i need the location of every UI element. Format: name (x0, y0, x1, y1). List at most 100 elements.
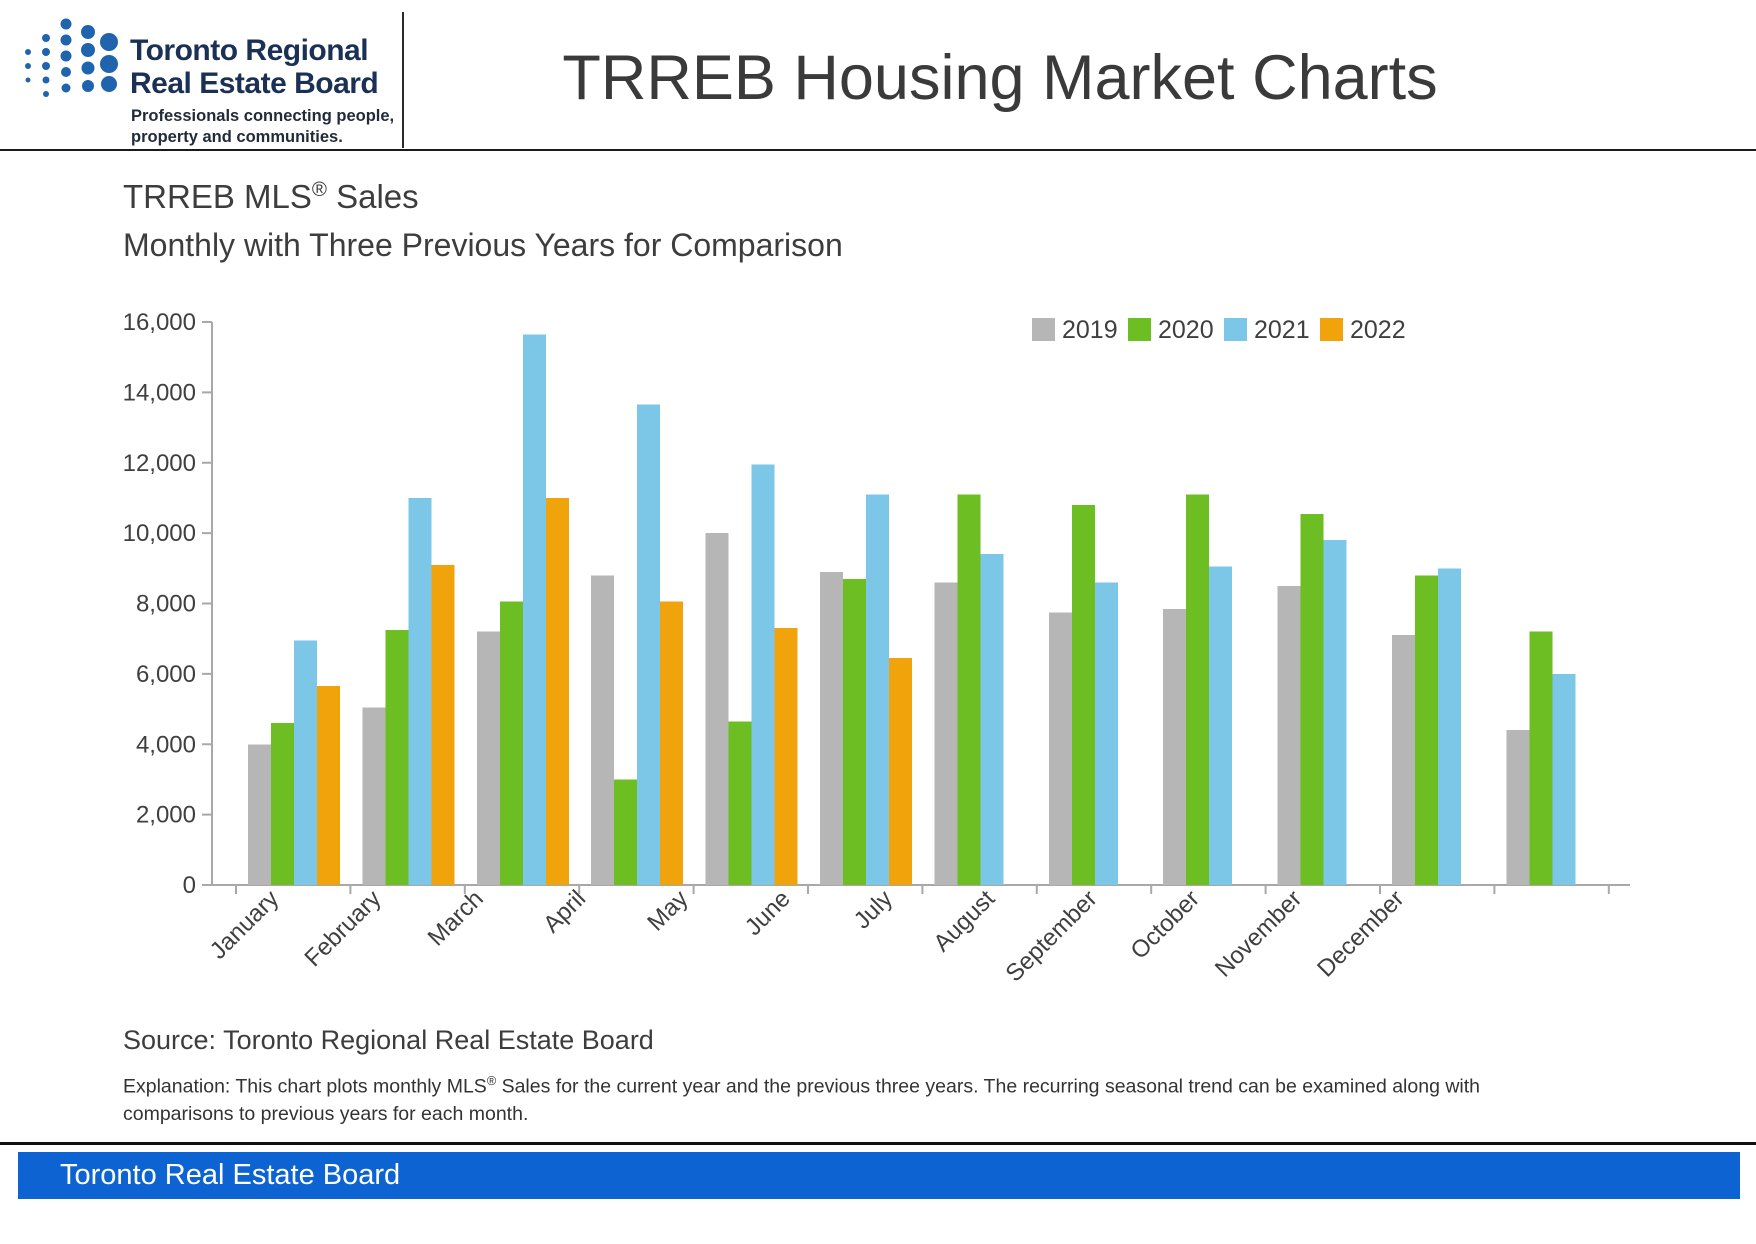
legend-swatch-2019 (1032, 318, 1055, 341)
logo-dot (25, 63, 31, 69)
logo-dot (82, 80, 94, 92)
y-tick-label: 4,000 (136, 731, 196, 758)
x-category-label: February (300, 885, 387, 972)
y-tick-label: 0 (183, 872, 196, 899)
bar-2022-february (431, 564, 455, 885)
logo-dot (25, 77, 31, 83)
x-category-label: December (1312, 885, 1409, 982)
bar-2021-october (1323, 540, 1347, 885)
logo-dot (61, 83, 71, 93)
bar-2020-april (614, 779, 638, 885)
bar-2020-march (499, 601, 523, 885)
bar-2021-december (1552, 673, 1576, 885)
bar-2019-march (476, 631, 500, 885)
legend-label-2021: 2021 (1254, 316, 1310, 344)
bar-2020-july (957, 494, 981, 885)
logo-dot (42, 48, 50, 56)
x-category-label: May (642, 885, 693, 936)
logo-name-line1: Toronto Regional (130, 34, 369, 67)
y-tick-label: 2,000 (136, 802, 196, 829)
footer-bar: Toronto Real Estate Board (18, 1152, 1740, 1199)
logo-dot (42, 34, 50, 42)
chart-subtitle: Monthly with Three Previous Years for Co… (123, 227, 843, 263)
bar-2019-december (1506, 730, 1530, 885)
x-category-label: October (1125, 885, 1204, 964)
source-note: Source: Toronto Regional Real Estate Boa… (123, 1025, 654, 1055)
footer-title: Toronto Real Estate Board (60, 1159, 401, 1191)
bar-2021-august (1094, 582, 1118, 885)
page-title: TRREB Housing Market Charts (562, 43, 1438, 113)
x-category-label: September (1001, 885, 1103, 987)
y-tick-label: 10,000 (123, 520, 196, 547)
logo-dot (100, 55, 118, 73)
bar-2019-july (934, 582, 958, 885)
logo-dot (81, 43, 95, 57)
bar-2021-september (1209, 566, 1233, 885)
bar-2022-april (660, 601, 684, 885)
legend-label-2020: 2020 (1158, 316, 1214, 344)
bar-2020-september (1186, 494, 1210, 885)
bar-2021-july (980, 554, 1004, 885)
chart-title: TRREB MLS® Sales (123, 178, 419, 215)
bar-2020-january (271, 723, 294, 885)
bar-2020-may (728, 721, 752, 885)
x-category-label: July (849, 885, 898, 934)
legend-label-2022: 2022 (1350, 316, 1406, 344)
logo-dot (60, 34, 72, 46)
trreb-logo-dots-icon (25, 18, 118, 97)
registered-mark: ® (486, 1074, 497, 1088)
x-category-label: November (1210, 885, 1307, 982)
bar-2022-may (774, 628, 798, 885)
bar-2021-january (294, 640, 317, 885)
x-category-label: January (205, 885, 284, 964)
bar-2022-january (317, 686, 340, 885)
footer-rule (0, 1142, 1756, 1145)
logo-name-line2: Real Estate Board (130, 67, 379, 100)
x-category-label: March (423, 885, 489, 951)
bar-2019-october (1277, 585, 1301, 885)
explanation-note: Explanation: This chart plots monthly ML… (123, 1074, 1481, 1125)
y-tick-label: 12,000 (123, 450, 196, 477)
logo-dot (60, 50, 72, 62)
logo-dot (81, 25, 95, 39)
logo-dot (81, 61, 95, 75)
x-category-label: April (538, 885, 591, 938)
bar-2021-april (637, 404, 661, 885)
bar-2020-december (1529, 631, 1553, 885)
bar-2019-september (1163, 608, 1187, 885)
bar-2020-november (1415, 575, 1438, 885)
legend-swatch-2021 (1224, 318, 1247, 341)
logo-dot (101, 76, 117, 92)
bar-2019-april (591, 575, 615, 885)
bar-2022-june (889, 658, 912, 885)
bar-2019-june (820, 571, 843, 885)
bar-2021-june (866, 494, 889, 885)
sales-bar-chart: 0 2,000 4,000 6,000 8,000 10,000 12,000 14,000 1… (123, 309, 1630, 987)
bar-2021-february (408, 497, 432, 885)
bar-2020-august (1071, 504, 1095, 885)
logo-dot (61, 67, 71, 77)
bar-2022-march (545, 497, 569, 885)
x-category-label: June (740, 885, 796, 941)
logo-dot (60, 18, 72, 30)
legend-swatch-2022 (1320, 318, 1343, 341)
y-tick-label: 8,000 (136, 591, 196, 618)
bar-2021-november (1438, 568, 1461, 885)
bar-2019-august (1048, 612, 1072, 885)
bar-2019-january (248, 744, 271, 885)
y-tick-label: 14,000 (123, 379, 196, 406)
legend-swatch-2020 (1128, 318, 1151, 341)
y-tick-label: 16,000 (123, 309, 196, 336)
logo-dot (42, 62, 50, 70)
bar-2021-march (522, 334, 546, 885)
bar-2019-february (362, 707, 386, 885)
logo-dot (43, 91, 49, 97)
logo-dot (25, 49, 31, 55)
logo-name: Toronto Regional Real Estate Board (130, 34, 379, 100)
bar-2019-november (1392, 635, 1415, 885)
registered-mark: ® (311, 178, 327, 201)
bar-2019-may (705, 533, 729, 885)
y-tick-label: 6,000 (136, 661, 196, 688)
header-divider (402, 12, 404, 148)
